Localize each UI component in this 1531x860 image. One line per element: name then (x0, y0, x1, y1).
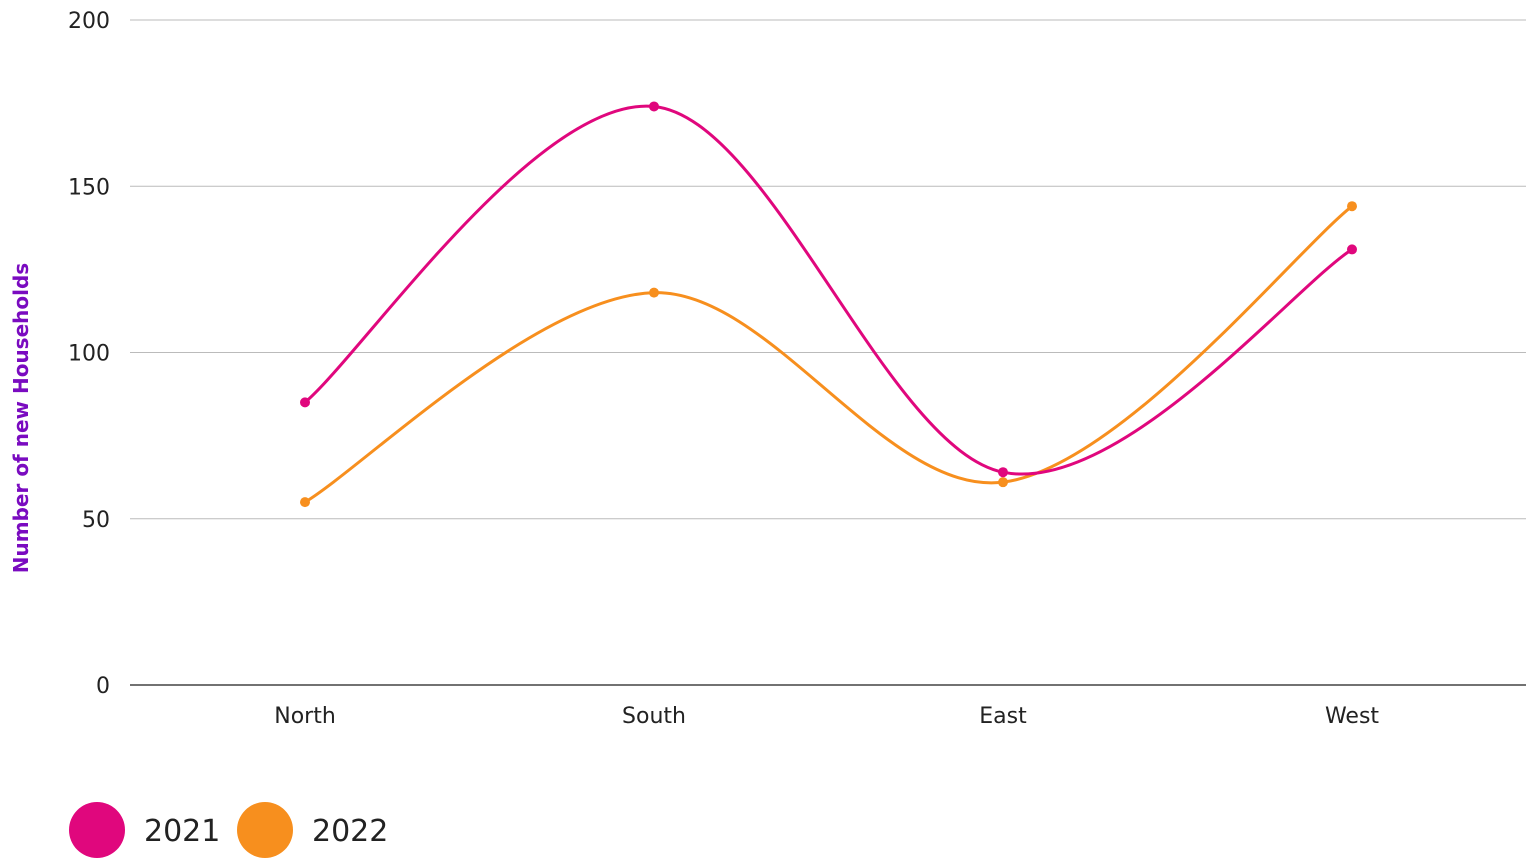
y-axis-title: Number of new Households (9, 263, 33, 573)
gridlines (130, 19, 1526, 686)
data-point (998, 477, 1008, 488)
legend-label: 2022 (312, 814, 388, 849)
series-lines (300, 101, 1357, 508)
data-point (1347, 201, 1357, 212)
legend-swatch (237, 802, 293, 858)
series-line-2021 (304, 104, 1353, 476)
y-tick-labels: 0 50 100 150 200 (68, 9, 110, 699)
series-line-2022 (304, 205, 1353, 504)
y-tick-label: 150 (68, 175, 110, 200)
series-2022 (300, 201, 1357, 508)
legend-item-2021: 2021 (69, 802, 220, 858)
data-point (1347, 244, 1357, 255)
x-tick-label: East (979, 704, 1027, 729)
y-tick-label: 50 (82, 508, 110, 533)
data-point (649, 287, 659, 298)
y-tick-label: 100 (68, 342, 110, 367)
data-point (300, 397, 310, 408)
data-point (998, 467, 1008, 478)
legend-label: 2021 (144, 814, 220, 849)
data-point (649, 101, 659, 112)
x-tick-label: North (274, 704, 336, 729)
x-tick-labels: North South East West (274, 704, 1379, 729)
x-tick-label: South (622, 704, 686, 729)
legend-swatch (69, 802, 125, 858)
legend-item-2022: 2022 (237, 802, 388, 858)
series-2021 (300, 101, 1357, 478)
y-tick-label: 0 (96, 674, 110, 699)
x-tick-label: West (1325, 704, 1379, 729)
legend: 2021 2022 (69, 802, 388, 858)
data-point (300, 497, 310, 508)
y-tick-label: 200 (68, 9, 110, 34)
